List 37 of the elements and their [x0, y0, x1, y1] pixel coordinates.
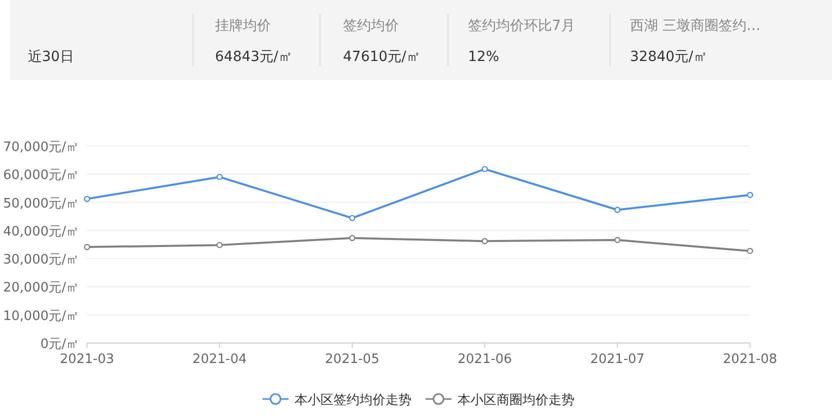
point [614, 236, 620, 244]
x-tick-label: 2021-08 [722, 352, 778, 367]
y-tick-label: 20,000元/㎡ [3, 280, 79, 296]
y-tick-label: 0元/㎡ [40, 337, 79, 352]
point [349, 214, 356, 222]
text: 64843元/㎡ [215, 49, 292, 65]
point [482, 166, 488, 172]
text: 12% [468, 49, 500, 65]
category-label: 签约均价 [343, 18, 399, 34]
y-tick-label: 60,000元/㎡ [3, 168, 79, 184]
point [84, 244, 90, 250]
x-tick-label: 2021-07 [590, 352, 645, 367]
y-tick-label: 40,000元/㎡ [3, 224, 79, 240]
category-label: 西湖 三墩商圈签约… [630, 18, 760, 34]
text: 32840元/㎡ [630, 49, 708, 65]
point [349, 234, 356, 242]
y-tick-label: 30,000元/㎡ [3, 252, 79, 268]
y-tick-label: 70,000元/㎡ [3, 140, 79, 155]
point [216, 174, 223, 180]
x-tick-label: 2021-04 [192, 352, 247, 367]
point [482, 238, 488, 244]
text: 近30日 [28, 49, 74, 65]
category-label: 签约均价环比7月 [468, 18, 575, 34]
point [84, 196, 90, 202]
y-tick-label: 10,000元/㎡ [3, 308, 79, 324]
text: 47610元/㎡ [343, 49, 420, 65]
x-tick-label: 2021-03 [60, 352, 114, 367]
point [216, 242, 223, 248]
point [746, 248, 754, 254]
x-tick-label: 2021-05 [325, 352, 380, 367]
legend-label: 本小区签约均价走势 [294, 393, 412, 408]
x-tick-label: 2021-06 [458, 352, 512, 367]
category-label: 挂牌均价 [215, 18, 271, 34]
legend-label: 本小区商圈均价走势 [458, 393, 574, 408]
y-tick-label: 50,000元/㎡ [3, 196, 79, 212]
point [746, 192, 754, 198]
point [614, 206, 620, 213]
